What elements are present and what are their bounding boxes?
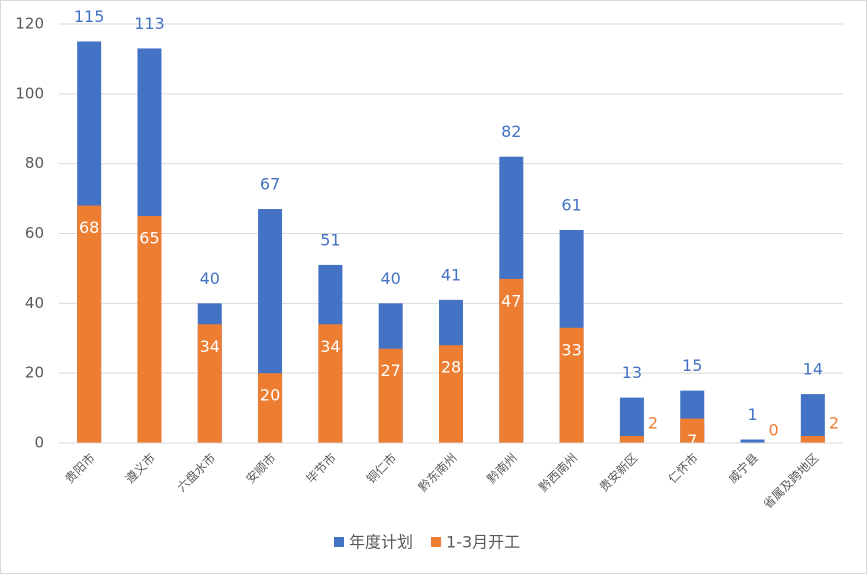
- y-tick-label: 80: [25, 154, 44, 172]
- value-label: 51: [320, 230, 340, 249]
- bar: [258, 373, 283, 443]
- value-label: 2: [829, 414, 839, 433]
- bar: [77, 205, 102, 443]
- value-label: 115: [74, 7, 105, 26]
- y-tick-label: 100: [15, 84, 44, 102]
- legend-label: 1-3月开工: [446, 533, 520, 552]
- value-label: 40: [200, 269, 220, 288]
- value-label: 82: [501, 122, 521, 141]
- value-label: 47: [501, 291, 521, 310]
- legend-label: 年度计划: [349, 533, 413, 552]
- bar: [559, 327, 584, 443]
- value-label: 13: [622, 363, 642, 382]
- bar: [318, 324, 343, 443]
- value-label: 67: [260, 175, 280, 194]
- y-tick-label: 0: [34, 434, 44, 452]
- y-tick-label: 20: [25, 364, 44, 382]
- value-label: 28: [441, 358, 461, 377]
- legend-swatch: [431, 537, 442, 547]
- value-label: 2: [648, 414, 658, 433]
- value-label: 7: [687, 431, 697, 450]
- value-label: 20: [260, 386, 280, 405]
- value-label: 40: [381, 269, 401, 288]
- bar: [800, 394, 825, 443]
- value-label: 0: [769, 421, 779, 440]
- bar: [197, 324, 222, 443]
- bar: [439, 345, 463, 443]
- bar: [137, 216, 162, 443]
- value-label: 65: [139, 229, 159, 248]
- bar: [619, 397, 644, 443]
- legend-swatch: [334, 537, 344, 547]
- value-label: 33: [561, 340, 581, 359]
- value-label: 34: [200, 337, 220, 356]
- value-label: 15: [682, 356, 702, 375]
- value-label: 113: [134, 14, 165, 33]
- bar: [499, 278, 524, 443]
- value-label: 27: [381, 361, 401, 380]
- bar: [619, 436, 644, 443]
- value-label: 1: [747, 405, 757, 424]
- y-tick-label: 40: [25, 294, 44, 312]
- value-label: 34: [320, 337, 340, 356]
- value-label: 68: [79, 218, 99, 237]
- value-label: 14: [803, 360, 823, 379]
- bar: [740, 439, 765, 443]
- value-label: 61: [561, 196, 581, 215]
- bar: [378, 348, 403, 443]
- bar: [680, 418, 705, 443]
- bar: [800, 436, 825, 443]
- y-tick-label: 60: [25, 224, 44, 242]
- value-label: 41: [441, 265, 461, 284]
- y-tick-label: 120: [15, 15, 44, 33]
- legend: 年度计划 1-3月开工: [334, 533, 520, 552]
